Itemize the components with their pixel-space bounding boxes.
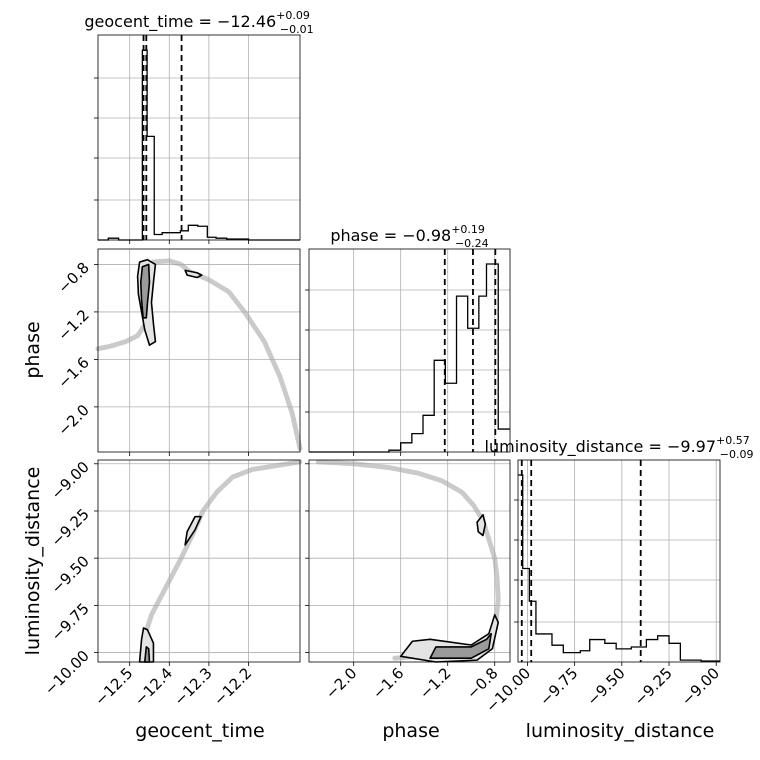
histogram-title: geocent_time = −12.46+0.09 −0.01 [84, 9, 313, 36]
panel-frame [308, 248, 511, 453]
histogram-step [309, 263, 510, 453]
density-contour [429, 632, 492, 660]
x-tick-label: −9.25 [631, 664, 676, 709]
y-tick-label: −10.00 [41, 647, 93, 699]
x-tick-label: −1.6 [369, 664, 407, 702]
y-tick-label: −9.50 [48, 552, 93, 597]
x-tick-label: −12.5 [91, 664, 136, 709]
density-contour [184, 515, 202, 546]
histogram-title: phase = −0.98+0.19 −0.24 [330, 223, 488, 250]
panel-frame [97, 248, 301, 453]
histogram-step [518, 474, 720, 662]
y-tick-label: −9.00 [48, 458, 93, 503]
y-tick-label: −2.0 [54, 401, 92, 439]
panel-frame [97, 459, 301, 663]
y-tick-label: −0.8 [54, 259, 92, 297]
y-tick-label: −1.2 [54, 306, 92, 344]
density-contour [476, 513, 487, 537]
density-contour [139, 263, 151, 319]
x-tick-label: −9.00 [678, 664, 723, 709]
x-tick-label: −2.0 [322, 664, 360, 702]
sample-points [142, 459, 303, 659]
x-tick-label: −12.4 [131, 664, 176, 709]
density-contour [143, 646, 151, 663]
y-tick-label: −9.25 [48, 505, 93, 550]
x-axis-label: phase [382, 720, 439, 742]
panel-frame [517, 459, 721, 663]
panel-frame [308, 459, 511, 663]
x-axis-label: luminosity_distance [526, 720, 715, 742]
density-contour [184, 269, 203, 279]
y-tick-label: −1.6 [54, 354, 92, 392]
x-tick-label: −12.3 [170, 664, 215, 709]
x-axis-label: geocent_time [135, 720, 264, 742]
histogram-title: luminosity_distance = −9.97+0.57 −0.09 [485, 434, 754, 461]
panel-frame [97, 34, 301, 241]
y-tick-label: −9.75 [48, 599, 93, 644]
x-tick-label: −12.2 [210, 664, 255, 709]
y-axis-label: luminosity_distance [22, 467, 44, 656]
x-tick-label: −1.2 [416, 664, 454, 702]
sample-points [95, 258, 303, 451]
y-axis-label: phase [22, 321, 44, 378]
x-tick-label: −9.75 [536, 664, 581, 709]
histogram-step [98, 49, 300, 241]
x-tick-label: −9.50 [583, 664, 628, 709]
sample-points [315, 459, 501, 661]
